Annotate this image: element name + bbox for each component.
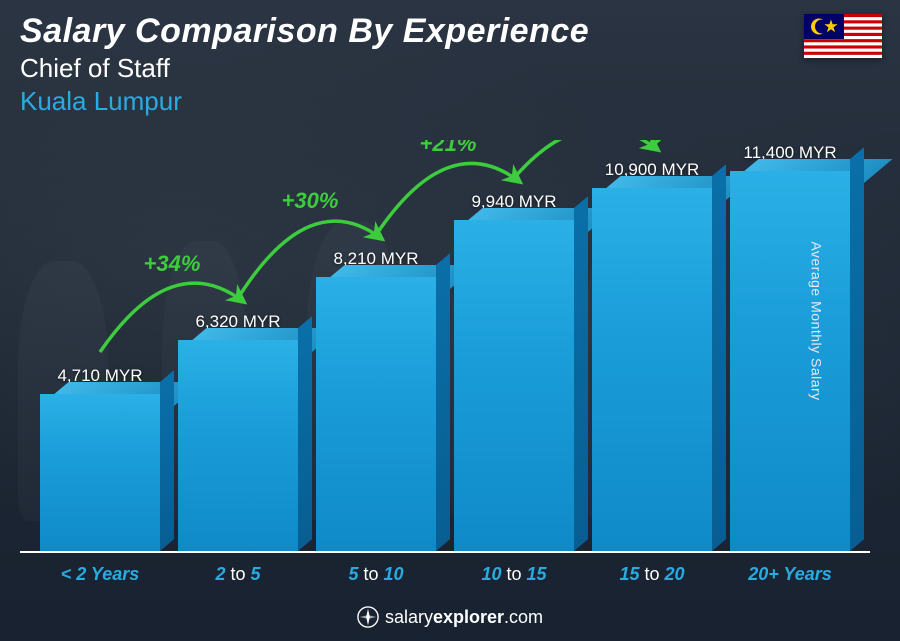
bar-3d <box>178 340 298 551</box>
bar-group: 10,900 MYR <box>592 160 712 551</box>
bar-side-face <box>574 196 588 551</box>
x-axis-label: 2 to 5 <box>178 564 298 585</box>
x-axis-label: 15 to 20 <box>592 564 712 585</box>
x-axis-label: 20+ Years <box>730 564 850 585</box>
bar-front-face <box>730 171 850 551</box>
x-axis-label: 5 to 10 <box>316 564 436 585</box>
bar-group: 8,210 MYR <box>316 249 436 551</box>
bars-container: 4,710 MYR6,320 MYR8,210 MYR9,940 MYR10,9… <box>30 140 860 551</box>
bar-front-face <box>40 394 160 551</box>
y-axis-label: Average Monthly Salary <box>808 241 824 400</box>
bar-3d <box>40 394 160 551</box>
header: Salary Comparison By Experience Chief of… <box>20 12 880 117</box>
bar-side-face <box>712 164 726 551</box>
chart-location: Kuala Lumpur <box>20 86 880 117</box>
brand-suffix: .com <box>504 607 543 627</box>
footer: salaryexplorer.com <box>0 606 900 633</box>
bar-chart: 4,710 MYR6,320 MYR8,210 MYR9,940 MYR10,9… <box>30 140 860 581</box>
brand-logo: salaryexplorer.com <box>357 606 543 628</box>
bar-front-face <box>592 188 712 551</box>
baseline <box>20 551 870 553</box>
x-axis-label: 10 to 15 <box>454 564 574 585</box>
bar-front-face <box>178 340 298 551</box>
bar-front-face <box>316 277 436 551</box>
malaysia-flag-icon <box>804 14 882 58</box>
bar-side-face <box>298 316 312 551</box>
chart-subtitle: Chief of Staff <box>20 53 880 84</box>
brand-prefix: salary <box>385 607 433 627</box>
chart-title: Salary Comparison By Experience <box>20 12 880 51</box>
bar-group: 6,320 MYR <box>178 312 298 551</box>
bar-side-face <box>850 147 864 551</box>
bar-front-face <box>454 220 574 551</box>
bar-group: 11,400 MYR <box>730 143 850 551</box>
bar-side-face <box>160 370 174 551</box>
x-axis-labels: < 2 Years 2 to 5 5 to 10 10 to 15 15 to 20 20… <box>30 564 860 585</box>
bar-group: 9,940 MYR <box>454 192 574 551</box>
compass-icon <box>357 606 379 628</box>
bar-group: 4,710 MYR <box>40 366 160 551</box>
bar-3d <box>730 171 850 551</box>
bar-3d <box>592 188 712 551</box>
bar-3d <box>454 220 574 551</box>
bar-side-face <box>436 253 450 551</box>
brand-bold: explorer <box>433 607 504 627</box>
x-axis-label: < 2 Years <box>40 564 160 585</box>
bar-3d <box>316 277 436 551</box>
